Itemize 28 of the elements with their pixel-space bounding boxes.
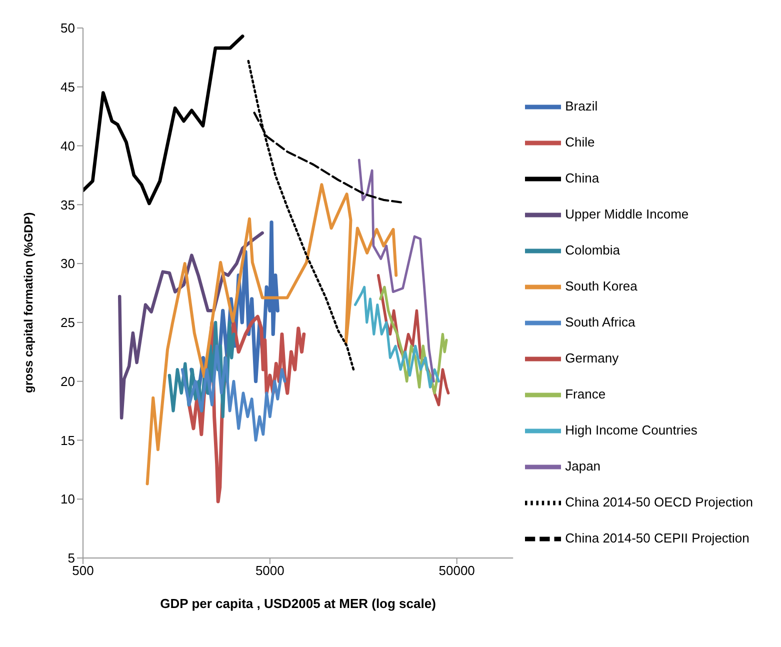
y-tick-label: 50 (60, 20, 75, 36)
y-tick-label: 45 (60, 80, 75, 95)
x-tick-label: 50000 (438, 563, 475, 578)
legend-label: Chile (565, 134, 595, 150)
legend-label: China 2014-50 CEPII Projection (565, 530, 750, 546)
x-tick-label: 500 (72, 563, 94, 578)
y-axis-title: gross capital formation (%GDP) (21, 212, 36, 393)
legend-label: Japan (565, 458, 601, 474)
legend-label: China 2014-50 OECD Projection (565, 494, 753, 510)
legend-label: Upper Middle Income (565, 206, 689, 222)
legend-label: Germany (565, 350, 619, 366)
legend-label: China (565, 170, 600, 186)
x-axis-title: GDP per capita , USD2005 at MER (log scale) (160, 596, 436, 611)
y-tick-label: 40 (60, 138, 75, 154)
y-tick-label: 5 (68, 550, 75, 566)
y-tick-label: 10 (60, 492, 75, 507)
legend-label: South Korea (565, 278, 638, 294)
x-tick-label: 5000 (255, 563, 284, 578)
y-tick-label: 30 (60, 256, 75, 272)
legend-label: South Africa (565, 314, 636, 330)
legend-label: Brazil (565, 98, 598, 114)
y-tick-label: 15 (60, 432, 75, 448)
y-tick-label: 25 (60, 315, 75, 330)
y-tick-label: 20 (60, 374, 75, 389)
legend-label: High Income Countries (565, 422, 698, 438)
legend-label: France (565, 386, 606, 402)
y-tick-label: 35 (60, 197, 75, 212)
legend-label: Colombia (565, 242, 620, 258)
